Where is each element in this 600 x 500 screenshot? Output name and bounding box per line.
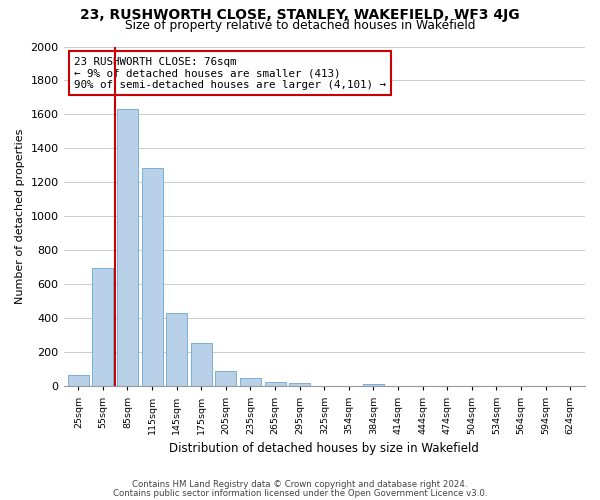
Bar: [240, 378, 261, 386]
Bar: [166, 313, 187, 386]
Bar: [265, 382, 286, 386]
Bar: [191, 343, 212, 386]
X-axis label: Distribution of detached houses by size in Wakefield: Distribution of detached houses by size …: [169, 442, 479, 455]
Text: 23, RUSHWORTH CLOSE, STANLEY, WAKEFIELD, WF3 4JG: 23, RUSHWORTH CLOSE, STANLEY, WAKEFIELD,…: [80, 8, 520, 22]
Bar: [117, 108, 138, 386]
Bar: [142, 168, 163, 386]
Text: Contains public sector information licensed under the Open Government Licence v3: Contains public sector information licen…: [113, 488, 487, 498]
Text: Contains HM Land Registry data © Crown copyright and database right 2024.: Contains HM Land Registry data © Crown c…: [132, 480, 468, 489]
Bar: [68, 375, 89, 386]
Bar: [92, 268, 113, 386]
Text: Size of property relative to detached houses in Wakefield: Size of property relative to detached ho…: [125, 19, 475, 32]
Bar: [363, 384, 384, 386]
Text: 23 RUSHWORTH CLOSE: 76sqm
← 9% of detached houses are smaller (413)
90% of semi-: 23 RUSHWORTH CLOSE: 76sqm ← 9% of detach…: [74, 56, 386, 90]
Y-axis label: Number of detached properties: Number of detached properties: [15, 128, 25, 304]
Bar: [289, 383, 310, 386]
Bar: [215, 371, 236, 386]
